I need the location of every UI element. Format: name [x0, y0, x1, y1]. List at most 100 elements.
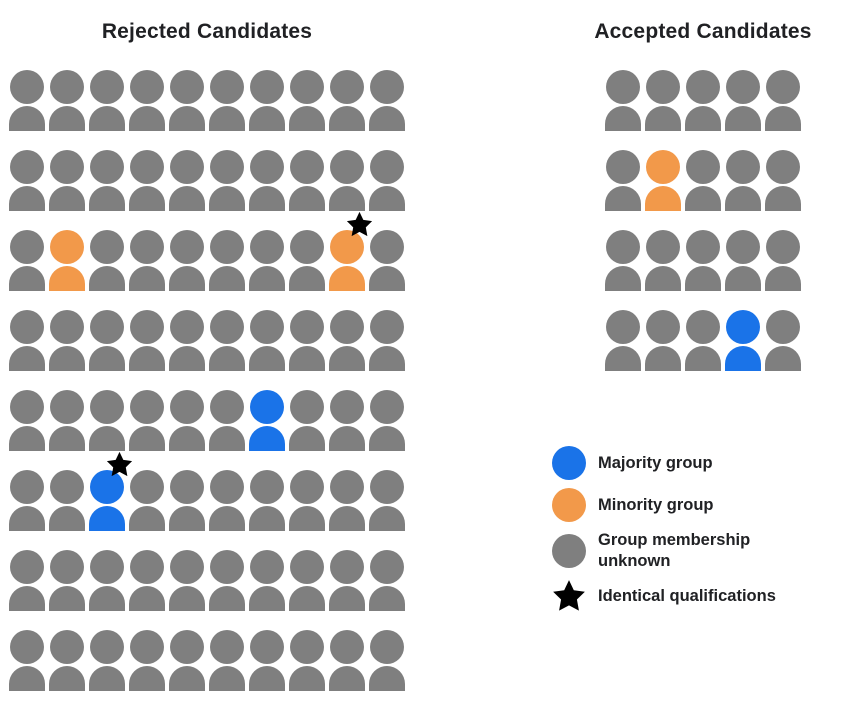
person-icon-unknown: [685, 230, 721, 293]
person-icon-unknown: [289, 230, 325, 293]
person-torso: [605, 186, 641, 211]
person-torso: [89, 186, 125, 211]
person-torso: [49, 666, 85, 691]
person-torso: [249, 346, 285, 371]
person-torso: [129, 506, 165, 531]
person-torso: [725, 186, 761, 211]
person-icon-unknown: [329, 550, 365, 613]
person-torso: [89, 666, 125, 691]
person-torso: [209, 506, 245, 531]
person-torso: [289, 266, 325, 291]
person-head: [606, 230, 640, 264]
person-icon-unknown: [369, 230, 405, 293]
person-head: [50, 70, 84, 104]
person-icon-unknown: [9, 630, 45, 693]
person-head: [250, 470, 284, 504]
person-icon-unknown: [249, 310, 285, 373]
person-head: [330, 150, 364, 184]
person-icon-unknown: [329, 470, 365, 533]
person-head: [50, 470, 84, 504]
person-icon-unknown: [49, 150, 85, 213]
person-icon-unknown: [289, 310, 325, 373]
person-torso: [169, 506, 205, 531]
person-head: [10, 70, 44, 104]
person-head: [686, 310, 720, 344]
legend-label: Identical qualifications: [598, 586, 776, 605]
person-torso: [369, 106, 405, 131]
person-head: [170, 550, 204, 584]
person-icon-unknown: [49, 630, 85, 693]
person-torso: [129, 106, 165, 131]
person-head: [170, 230, 204, 264]
person-torso: [89, 346, 125, 371]
person-icon-unknown: [89, 150, 125, 213]
person-torso: [9, 106, 45, 131]
person-head: [50, 390, 84, 424]
person-icon-unknown: [9, 150, 45, 213]
person-head: [726, 150, 760, 184]
person-torso: [289, 506, 325, 531]
person-icon-unknown: [605, 230, 641, 293]
person-torso: [645, 186, 681, 211]
person-head: [10, 550, 44, 584]
person-head: [766, 150, 800, 184]
person-head: [210, 550, 244, 584]
person-icon-unknown: [685, 310, 721, 373]
person-head: [210, 630, 244, 664]
person-torso: [289, 586, 325, 611]
person-torso: [369, 266, 405, 291]
person-torso: [169, 106, 205, 131]
legend-item-majority: Majority group: [552, 446, 852, 480]
person-torso: [49, 106, 85, 131]
person-head: [370, 230, 404, 264]
person-icon-unknown: [169, 70, 205, 133]
person-head: [10, 630, 44, 664]
person-head: [90, 310, 124, 344]
person-icon-unknown: [209, 550, 245, 613]
person-head: [370, 390, 404, 424]
person-head: [330, 390, 364, 424]
person-torso: [329, 506, 365, 531]
person-icon-minority-star: [329, 211, 373, 293]
person-torso: [209, 426, 245, 451]
person-icon-minority: [645, 150, 681, 213]
person-torso: [169, 186, 205, 211]
person-icon-unknown: [369, 630, 405, 693]
person-head: [170, 150, 204, 184]
person-icon-unknown: [129, 630, 165, 693]
person-icon-unknown: [209, 390, 245, 453]
person-icon-unknown: [645, 310, 681, 373]
person-head: [210, 70, 244, 104]
person-icon-unknown: [329, 390, 365, 453]
person-torso: [329, 186, 365, 211]
person-icon-unknown: [169, 230, 205, 293]
person-head: [726, 310, 760, 344]
person-head: [290, 470, 324, 504]
person-head: [686, 230, 720, 264]
person-head: [766, 310, 800, 344]
person-torso: [289, 186, 325, 211]
person-icon-unknown: [249, 630, 285, 693]
person-head: [250, 630, 284, 664]
person-icon-unknown: [289, 630, 325, 693]
person-head: [50, 630, 84, 664]
person-torso: [9, 266, 45, 291]
person-torso: [169, 346, 205, 371]
person-icon-unknown: [369, 390, 405, 453]
person-torso: [9, 346, 45, 371]
person-head: [250, 230, 284, 264]
person-torso: [209, 666, 245, 691]
person-head: [250, 310, 284, 344]
person-icon-unknown: [329, 630, 365, 693]
person-head: [90, 150, 124, 184]
person-head: [130, 70, 164, 104]
person-head: [90, 550, 124, 584]
person-head: [210, 150, 244, 184]
star-icon: [346, 211, 373, 237]
person-torso: [129, 266, 165, 291]
person-head: [646, 150, 680, 184]
person-head: [90, 230, 124, 264]
person-torso: [765, 106, 801, 131]
person-icon-unknown: [169, 390, 205, 453]
